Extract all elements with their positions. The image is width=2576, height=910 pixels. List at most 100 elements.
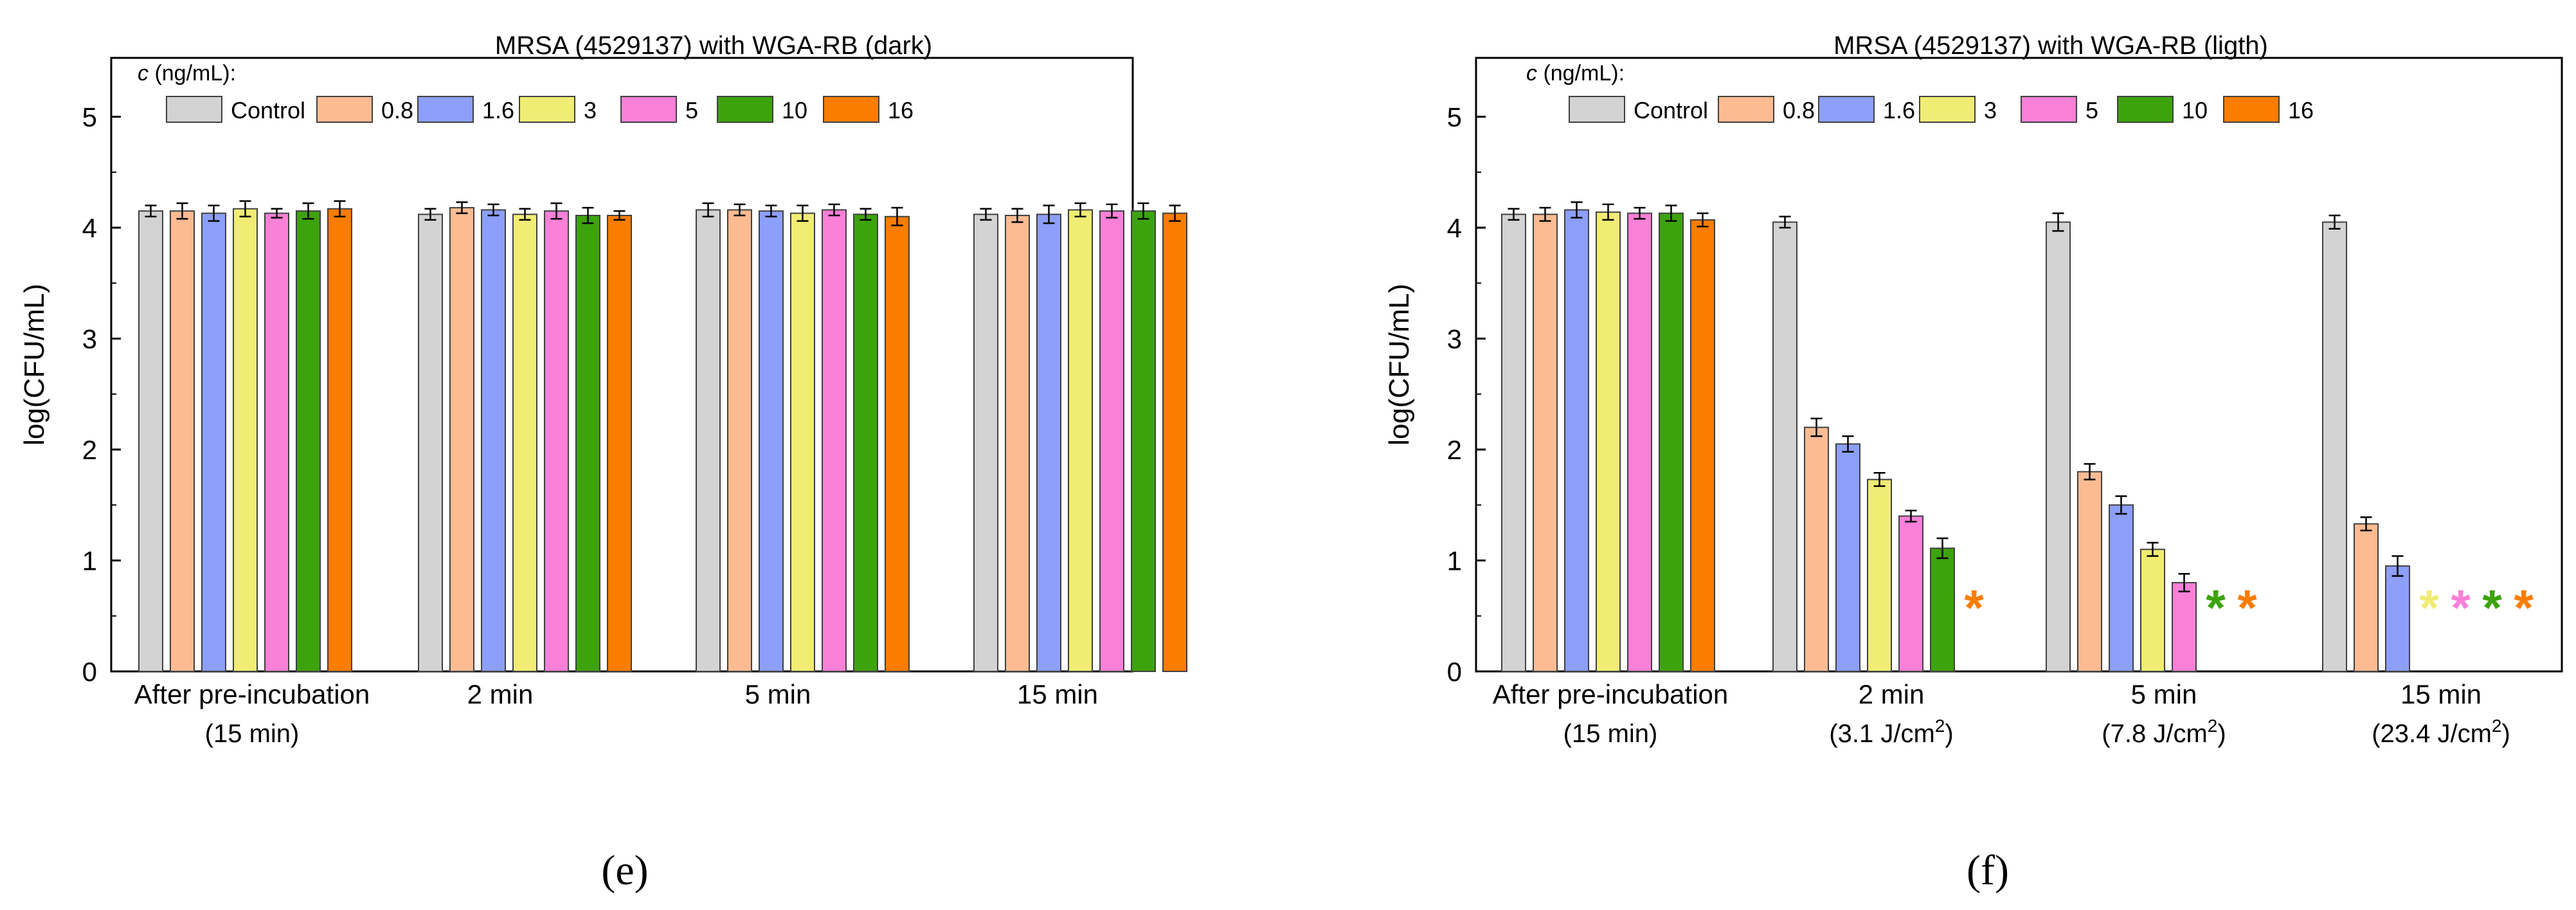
legend-label-5: 5 (685, 97, 698, 123)
bar-Control-group-2 (418, 214, 443, 672)
x-category-sublabel-tail: ) (2217, 720, 2226, 748)
y-tick-label: 4 (1447, 213, 1462, 243)
x-category-label: 15 min (2400, 679, 2481, 709)
x-category-sublabel-text: (15 min) (205, 720, 300, 748)
legend-swatch-1.6 (417, 96, 474, 123)
y-tick-label: 0 (1447, 657, 1462, 687)
x-category-label: 5 min (745, 679, 811, 709)
y-axis-label: log(CFU/mL) (1383, 284, 1415, 446)
y-tick-label: 3 (1447, 324, 1462, 354)
y-tick-label: 5 (1447, 102, 1462, 132)
bar-0.8-group-3 (727, 209, 752, 672)
legend-label-10: 10 (782, 97, 807, 123)
legend-label-16: 16 (2288, 97, 2314, 123)
significance-asterisk-10: * (2206, 579, 2226, 636)
y-tick-label: 5 (82, 102, 97, 132)
chart-panel-f: MRSA (4529137) with WGA-RB (ligth) 0 1 2 3 4 5… (1383, 32, 2563, 894)
significance-asterisk-16: * (1964, 579, 1984, 636)
bar-0.8-group-2 (1804, 426, 1829, 672)
bar-0.8-group-2 (449, 206, 474, 672)
bar-0.8-group-4 (2354, 523, 2379, 673)
legend-swatch-16 (823, 96, 879, 123)
x-category-label: After pre-incubation (1493, 679, 1729, 709)
y-tick-label: 2 (82, 435, 97, 465)
legend-label-3: 3 (584, 97, 597, 123)
significance-asterisk-16: * (2237, 579, 2257, 636)
legend-swatch-5 (2021, 96, 2077, 123)
x-category-sublabel-text: (15 min) (1563, 720, 1658, 748)
bar-10-group-1 (1659, 212, 1684, 672)
legend-label-0.8: 0.8 (1783, 97, 1815, 123)
panel-label: (e) (601, 847, 648, 894)
panel-label: (f) (1967, 847, 2009, 894)
x-category-label: 2 min (467, 679, 534, 709)
x-category-superscript: 2 (1935, 716, 1945, 736)
legend-label-Control: Control (231, 97, 305, 123)
bar-Control-group-1 (1501, 214, 1526, 672)
bar-1.6-group-4 (2385, 565, 2410, 672)
bar-1.6-group-3 (2109, 504, 2134, 672)
legend-title-unit: (ng/mL): (1537, 61, 1625, 86)
bar-5-group-2 (544, 210, 569, 672)
bar-Control-group-1 (138, 210, 163, 672)
bar-3-group-1 (233, 208, 258, 672)
bar-3-group-3 (2140, 549, 2165, 672)
chart-title: MRSA (4529137) with WGA-RB (dark) (495, 32, 932, 60)
bar-10-group-2 (1930, 547, 1955, 673)
legend-label-1.6: 1.6 (1883, 97, 1915, 123)
legend-label-1.6: 1.6 (482, 97, 514, 123)
legend-swatch-0.8 (1718, 96, 1774, 123)
significance-asterisk-3: * (2419, 579, 2439, 636)
bar-5-group-3 (822, 209, 847, 672)
y-tick-label: 2 (1447, 435, 1462, 465)
bar-16-group-2 (607, 215, 632, 672)
bar-3-group-2 (512, 214, 537, 672)
x-category-sublabel: (7.8 J/cm2) (2102, 716, 2226, 748)
legend-title-unit: (ng/mL): (149, 61, 236, 86)
x-category-sublabel-tail: ) (1945, 720, 1953, 748)
legend-swatch-5 (620, 96, 677, 123)
bar-3-group-4 (1068, 209, 1093, 672)
legend-title-variable: c (1526, 61, 1537, 86)
bar-Control-group-3 (696, 209, 721, 672)
legend-swatch-3 (1919, 96, 1976, 123)
y-tick-label: 0 (82, 657, 97, 687)
legend-title: c (ng/mL): (1526, 61, 1625, 86)
bar-16-group-1 (1690, 219, 1715, 672)
bar-5-group-3 (2172, 582, 2197, 672)
bar-10-group-1 (296, 210, 321, 672)
significance-asterisk-5: * (2451, 579, 2471, 636)
plot-frame (1475, 57, 2563, 673)
legend-swatch-1.6 (1818, 96, 1875, 123)
x-category-sublabel: (23.4 J/cm2) (2372, 716, 2510, 748)
y-axis-label: log(CFU/mL) (19, 284, 50, 446)
bar-Control-group-3 (2046, 221, 2071, 672)
x-category-sublabel: (3.1 J/cm2) (1829, 716, 1953, 748)
bar-1.6-group-1 (201, 212, 226, 672)
legend-swatch-Control (1569, 96, 1625, 123)
x-category-sublabel: (15 min) (205, 720, 300, 748)
legend-label-0.8: 0.8 (381, 97, 413, 123)
bar-1.6-group-4 (1036, 214, 1061, 672)
bar-3-group-1 (1596, 211, 1621, 673)
legend-label-10: 10 (2182, 97, 2208, 123)
bar-10-group-4 (1131, 210, 1156, 672)
bar-16-group-3 (885, 215, 910, 672)
bar-Control-group-4 (973, 214, 998, 672)
legend-swatch-0.8 (316, 96, 373, 123)
legend-label-Control: Control (1634, 97, 1708, 123)
bar-5-group-1 (264, 212, 289, 672)
legend-swatch-3 (519, 96, 575, 123)
bar-Control-group-2 (1772, 221, 1797, 672)
significance-asterisk-16: * (2514, 579, 2534, 636)
legend-label-3: 3 (1984, 97, 1997, 123)
x-category-label: 2 min (1859, 679, 1925, 709)
legend-label-5: 5 (2085, 97, 2098, 123)
legend-swatch-Control (166, 96, 222, 123)
x-category-sublabel-tail: ) (2501, 720, 2510, 748)
x-category-sublabel-text: (3.1 J/cm (1829, 720, 1934, 748)
significance-asterisk-10: * (2482, 579, 2502, 636)
x-category-sublabel: (15 min) (1563, 720, 1658, 748)
